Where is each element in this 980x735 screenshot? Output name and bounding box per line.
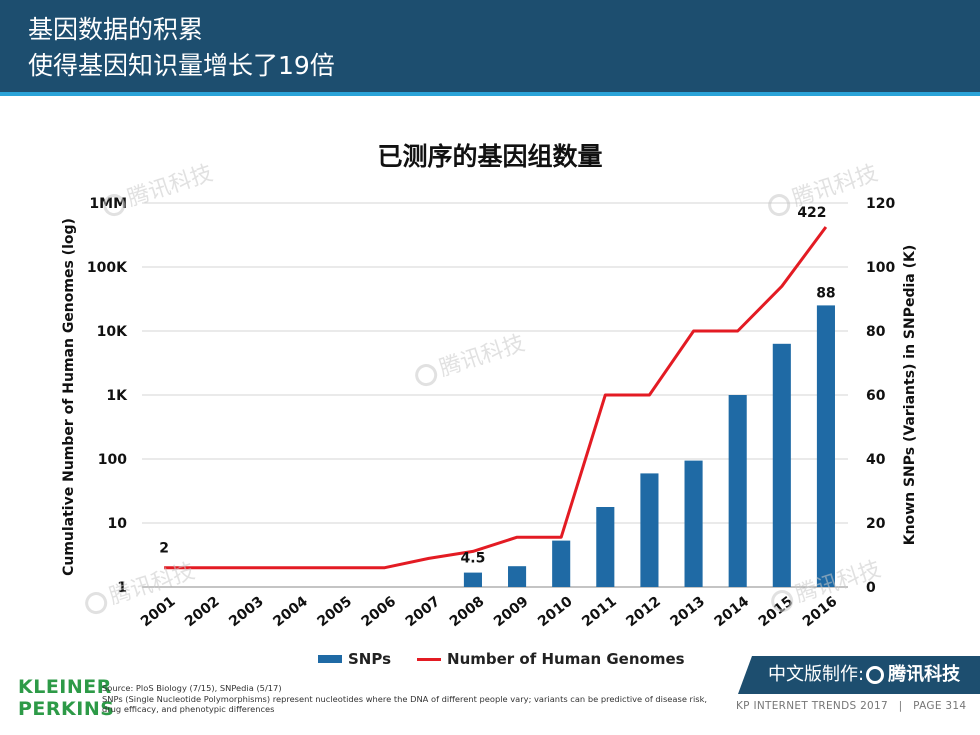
footer-page-info: KP INTERNET TRENDS 2017 | PAGE 314 [736,700,966,712]
snp-bar [640,473,659,587]
logo-line1: KLEINER [18,676,112,698]
source-line2: SNPs (Single Nucleotide Polymorphisms) r… [102,693,708,715]
left-tick-label: 10 [108,516,128,532]
snp-bar [772,343,791,587]
legend-label-snps: SNPs [348,650,392,668]
x-tick-label: 2005 [314,594,355,631]
x-tick-label: 2007 [403,594,444,631]
snp-bar [684,460,703,587]
badge-prefix: 中文版制作: [768,664,865,685]
tencent-logo-icon [866,666,885,684]
legend-swatch-snps [318,655,342,663]
snp-bar [596,507,615,587]
right-axis-title: Known SNPs (Variants) in SNPedia (K) [902,245,918,546]
right-tick-label: 60 [866,388,886,404]
left-tick-label: 1MM [89,196,127,212]
right-tick-label: 100 [866,260,895,276]
x-tick-label: 2004 [270,593,311,630]
genomes-line [164,226,828,570]
footer-page-number: PAGE 314 [913,700,967,712]
left-tick-label: 10K [97,324,128,340]
left-tick-label: 100K [87,260,128,276]
data-label: 4.5 [461,551,486,567]
header-title-line1: 基因数据的积累 [28,15,204,44]
kleiner-perkins-logo: KLEINER PERKINS [18,676,114,720]
legend-label-genomes: Number of Human Genomes [447,650,685,668]
badge-brand: 腾讯科技 [888,664,961,685]
snp-bar [816,305,835,587]
source-note: Source: PloS Biology (7/15), SNPedia (5/… [102,683,712,715]
footer-separator: | [898,700,903,712]
left-axis-title: Cumulative Number of Human Genomes (log) [61,218,77,576]
right-tick-label: 0 [866,580,876,596]
x-tick-label: 2002 [182,594,223,631]
data-label: 2 [159,541,169,557]
data-label: 422 [797,205,826,221]
x-tick-label: 2014 [712,593,753,630]
chart-legend: SNPs Number of Human Genomes [318,650,685,668]
snp-bar [508,566,527,587]
x-tick-label: 2010 [535,593,576,630]
chart-title: 已测序的基因组数量 [377,142,603,171]
data-label: 88 [816,285,835,301]
left-tick-label: 1K [106,388,128,404]
x-tick-label: 2008 [447,594,488,631]
x-tick-label: 2006 [359,594,400,631]
source-line1: Source: PloS Biology (7/15), SNPedia (5/… [102,683,282,693]
snp-bar [552,540,571,587]
right-tick-label: 80 [866,324,886,340]
logo-line2: PERKINS [18,698,115,720]
x-tick-label: 2013 [667,594,708,631]
legend-swatch-genomes [417,657,442,661]
header-title-line2: 使得基因知识量增长了19倍 [28,51,335,80]
snp-bar [728,395,747,587]
snp-bar [463,572,482,587]
footer-trends: KP INTERNET TRENDS 2017 [736,700,888,712]
x-tick-label: 2003 [226,594,267,631]
header-accent-stripe [0,92,980,96]
header-bar [0,0,980,92]
left-tick-label: 100 [98,452,127,468]
right-tick-label: 120 [866,196,895,212]
right-tick-label: 40 [866,452,886,468]
x-tick-label: 2012 [623,594,664,631]
left-tick-label: 1 [117,580,127,596]
translation-badge: 中文版制作: 腾讯科技 [738,656,980,694]
right-tick-label: 20 [866,516,886,532]
x-tick-label: 2011 [579,594,620,631]
x-tick-label: 2009 [491,594,532,631]
